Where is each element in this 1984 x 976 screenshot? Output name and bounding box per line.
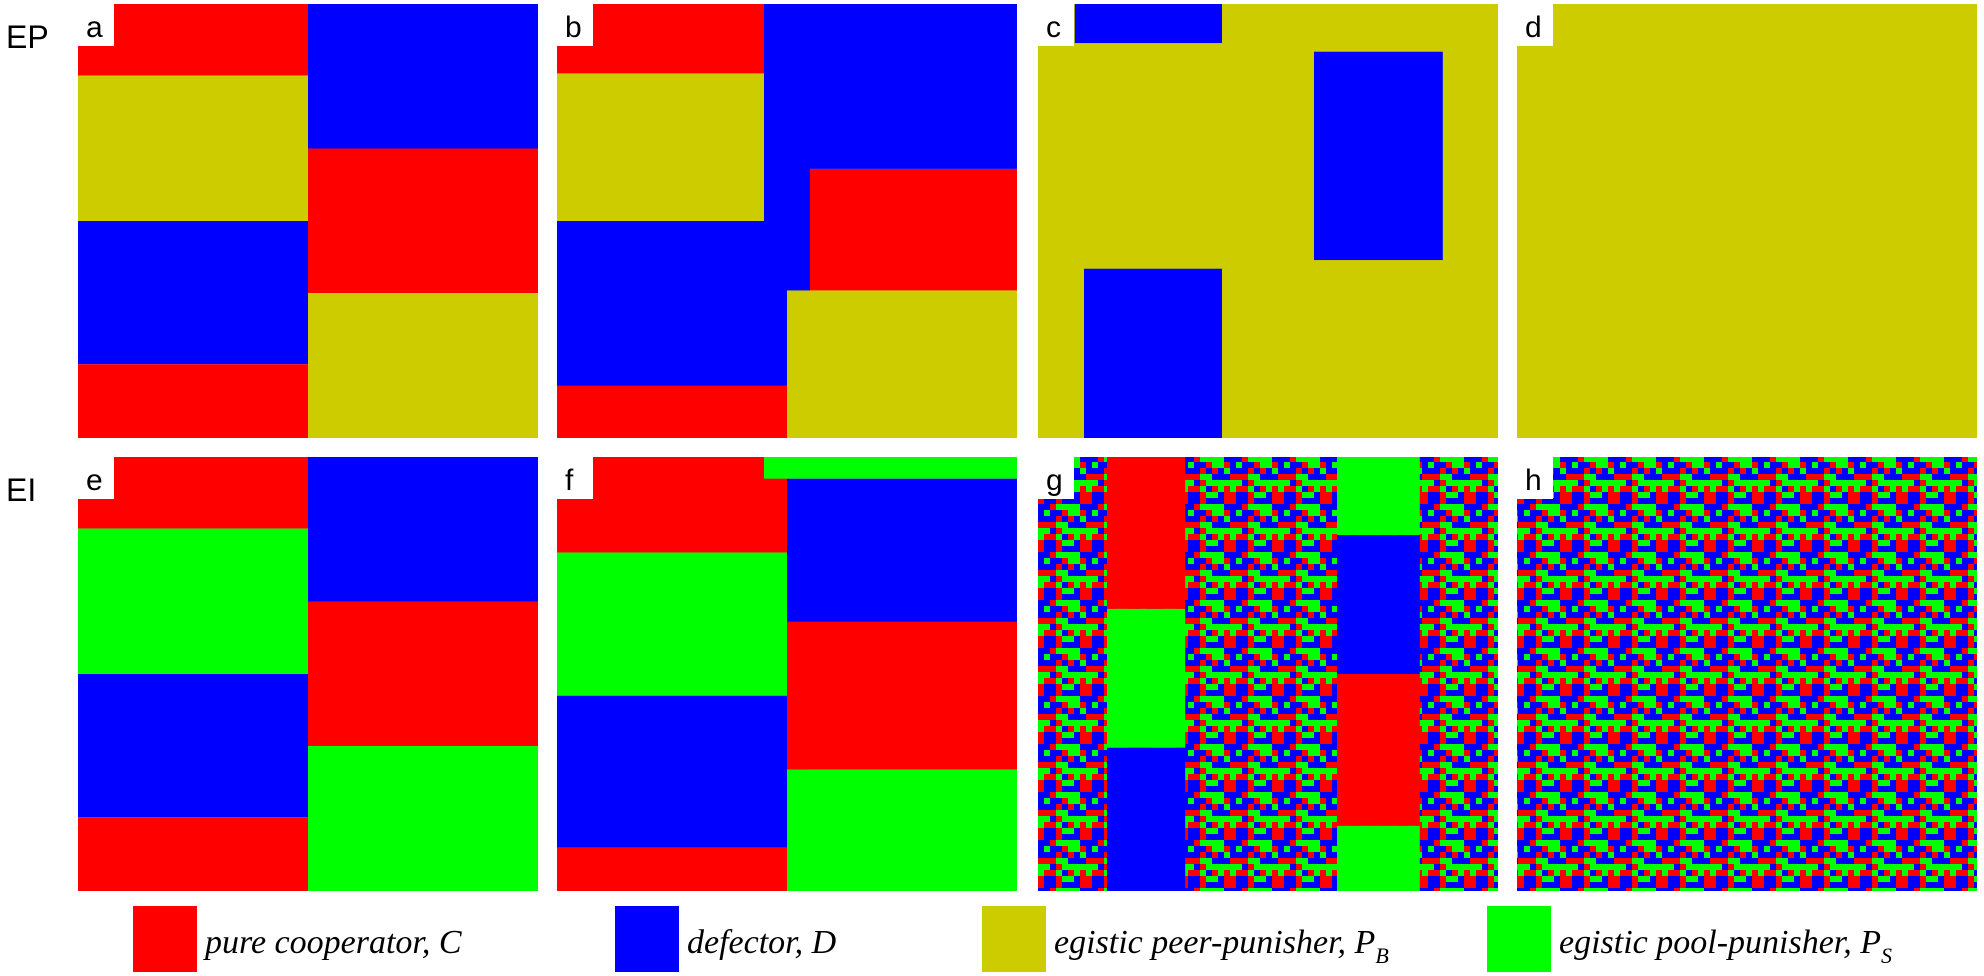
- legend-label: pure cooperator, C: [203, 924, 462, 961]
- region: [1517, 457, 1977, 891]
- region: [1337, 457, 1420, 536]
- region: [308, 4, 538, 149]
- legend-swatch: [133, 906, 197, 972]
- legend-text: egistic peer-punisher, P: [1054, 924, 1375, 961]
- region: [308, 601, 538, 747]
- region: [308, 746, 538, 891]
- letter-box: [1038, 457, 1074, 499]
- panel: d: [1517, 4, 1977, 438]
- region: [78, 221, 308, 365]
- panel-letter: e: [86, 464, 103, 497]
- panel-letter: g: [1046, 464, 1063, 497]
- region: [557, 221, 810, 386]
- panels: EP a b c d EI e f g h: [6, 4, 1977, 891]
- letter-box: [557, 4, 593, 46]
- region: [557, 385, 787, 438]
- letter-box: [1517, 4, 1553, 46]
- legend-text: pure cooperator, C: [203, 924, 462, 961]
- letter-box: [78, 4, 114, 46]
- region: [787, 478, 1017, 622]
- region: [1337, 825, 1420, 891]
- region: [308, 457, 538, 602]
- panel: h: [1517, 457, 1977, 891]
- region: [787, 621, 1017, 770]
- legend-swatch: [1487, 906, 1551, 972]
- region: [78, 457, 308, 529]
- row-label: EP: [6, 19, 49, 55]
- region: [787, 290, 1017, 438]
- region: [1107, 457, 1186, 609]
- row-label: EI: [6, 472, 36, 508]
- panel-letter: h: [1525, 464, 1542, 497]
- legend-label: egistic pool-punisher, PS: [1559, 924, 1892, 968]
- panel-letter: d: [1525, 11, 1542, 44]
- region: [1084, 268, 1222, 438]
- panel-letter: a: [86, 11, 103, 44]
- panel-letter: b: [565, 11, 582, 44]
- region: [78, 528, 308, 674]
- region: [764, 73, 810, 221]
- legend-text: defector, D: [687, 924, 837, 961]
- letter-box: [78, 457, 114, 499]
- region: [557, 695, 810, 848]
- region: [78, 674, 308, 818]
- legend: pure cooperator, C defector, D egistic pee…: [133, 906, 1892, 972]
- region: [308, 148, 538, 294]
- region: [764, 457, 1017, 479]
- panel-letter: c: [1046, 11, 1061, 44]
- letter-box: [557, 457, 593, 499]
- region: [1107, 747, 1186, 891]
- legend-label: defector, D: [687, 924, 837, 961]
- panel: f: [557, 457, 1017, 891]
- region: [1314, 51, 1443, 261]
- letter-box: [1038, 4, 1074, 46]
- panel: a: [78, 4, 538, 438]
- region: [78, 4, 308, 76]
- panel: c: [1038, 4, 1498, 438]
- legend-subscript: S: [1881, 943, 1892, 968]
- region: [787, 769, 1017, 891]
- legend-swatch: [982, 906, 1046, 972]
- legend-subscript: B: [1375, 943, 1388, 968]
- region: [810, 168, 1017, 291]
- region: [1517, 4, 1977, 438]
- legend-swatch: [615, 906, 679, 972]
- legend-label: egistic peer-punisher, PB: [1054, 924, 1389, 968]
- region: [557, 552, 787, 696]
- panel-letter: f: [565, 464, 574, 497]
- region: [557, 4, 787, 74]
- panel: g: [1038, 457, 1498, 891]
- region: [78, 75, 308, 221]
- region: [1074, 4, 1222, 44]
- panel: e: [78, 457, 538, 891]
- region: [557, 457, 787, 553]
- panel: b: [557, 4, 1017, 438]
- region: [557, 73, 787, 221]
- region: [1337, 674, 1420, 826]
- letter-box: [1517, 457, 1553, 499]
- region: [78, 817, 308, 891]
- region: [308, 293, 538, 438]
- region: [78, 364, 308, 438]
- legend-text: egistic pool-punisher, P: [1559, 924, 1881, 961]
- region: [1107, 608, 1186, 748]
- region: [557, 847, 787, 891]
- region: [1337, 535, 1420, 674]
